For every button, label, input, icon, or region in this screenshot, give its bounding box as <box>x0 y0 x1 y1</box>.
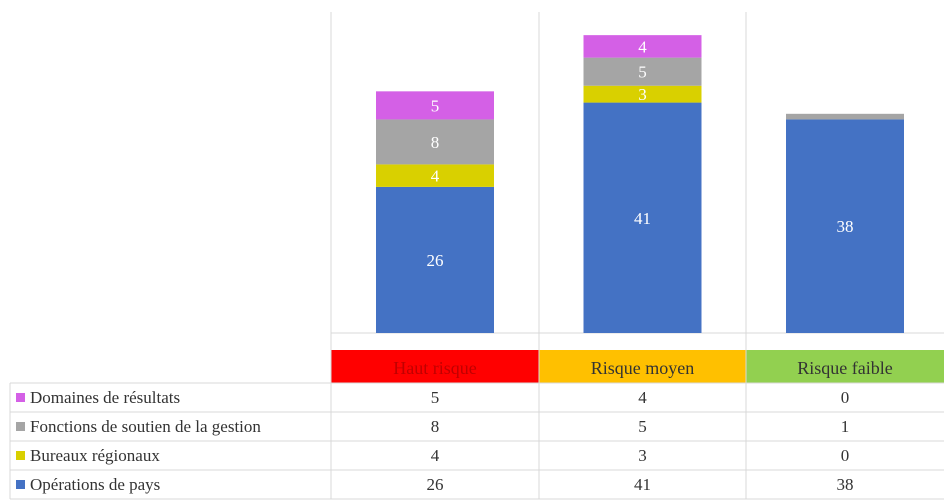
table-cell-3-1: 4 <box>638 388 647 407</box>
bar-value-label-3-0: 5 <box>431 96 440 115</box>
bar-value-label-0-2: 38 <box>837 217 854 236</box>
bar-value-label-0-0: 26 <box>427 251 444 270</box>
legend-label-1: Bureaux régionaux <box>30 446 160 465</box>
bar-value-label-2-0: 8 <box>431 133 440 152</box>
bar-segment-1-0 <box>376 164 494 187</box>
table-cell-1-2: 0 <box>841 446 850 465</box>
table-cell-1-1: 3 <box>638 446 647 465</box>
data-table: Domaines de résultats 5 4 0 Fonctions de sou… <box>9 350 944 500</box>
bar-value-label-2-1: 5 <box>638 63 647 82</box>
legend-swatch-1 <box>16 451 25 460</box>
category-header-1: Risque moyen <box>591 358 695 378</box>
bar-segment-3-0 <box>376 91 494 120</box>
category-header-0: Haut risque <box>393 358 476 378</box>
legend-swatch-3 <box>16 393 25 402</box>
bar-value-label-1-0: 4 <box>431 167 440 186</box>
table-cell-2-1: 5 <box>638 417 647 436</box>
bar-segment-0-1 <box>583 102 702 333</box>
bar-value-label-0-1: 41 <box>634 209 651 228</box>
bar-segment-1-1 <box>583 85 702 103</box>
table-cell-0-1: 41 <box>634 475 651 494</box>
table-cell-0-2: 38 <box>837 475 854 494</box>
bar-segment-0-2 <box>786 119 904 333</box>
category-header-2: Risque faible <box>797 358 892 378</box>
legend-label-0: Opérations de pays <box>30 475 160 494</box>
table-cell-2-0: 8 <box>431 417 440 436</box>
category-header-bg-0 <box>331 350 539 383</box>
category-header-bg-2 <box>746 350 944 383</box>
table-cell-0-0: 26 <box>427 475 444 494</box>
table-cell-2-2: 1 <box>841 417 850 436</box>
bar-segment-2-0 <box>376 119 494 165</box>
legend-label-2: Fonctions de soutien de la gestion <box>30 417 261 436</box>
legend-swatch-0 <box>16 480 25 489</box>
bar-value-label-1-1: 3 <box>638 85 647 104</box>
bar-value-label-3-1: 4 <box>638 37 647 56</box>
category-headers: Haut risque Risque moyen Risque faible <box>331 350 944 383</box>
bar-segment-2-2 <box>786 113 904 120</box>
table-cell-3-2: 0 <box>841 388 850 407</box>
table-cell-1-0: 4 <box>431 446 440 465</box>
bars: 26 4 8 5 41 3 5 4 38 <box>376 35 904 333</box>
table-cell-3-0: 5 <box>431 388 440 407</box>
bar-segment-3-1 <box>583 35 702 58</box>
bar-segment-0-0 <box>376 186 494 333</box>
legend-label-3: Domaines de résultats <box>30 388 180 407</box>
bar-segment-2-1 <box>583 57 702 86</box>
category-header-bg-1 <box>539 350 746 383</box>
legend-swatch-2 <box>16 422 25 431</box>
